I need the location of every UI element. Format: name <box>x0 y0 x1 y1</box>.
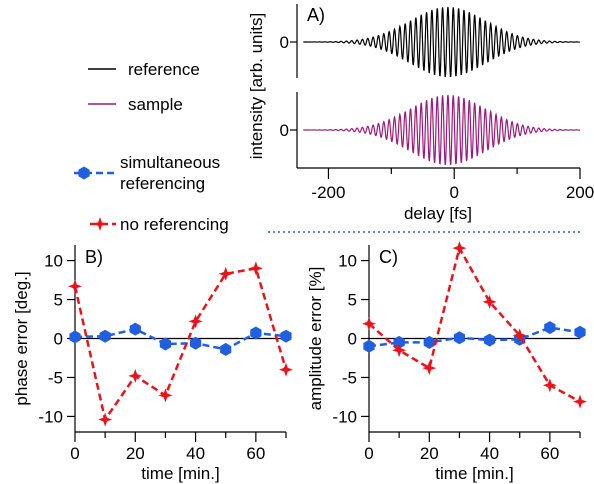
panelB-xtick-label: 60 <box>246 444 265 463</box>
panelB-point-no-referencing <box>188 314 203 329</box>
legend-label-simultaneous-line1: simultaneous <box>120 153 220 172</box>
panelA-xtick-label: 200 <box>566 183 594 202</box>
panelC-point-simultaneous <box>453 331 466 345</box>
panelB-ytick-label: 5 <box>54 291 63 310</box>
panelC-ytick-label: 5 <box>348 291 357 310</box>
panelC-xtick-label: 0 <box>364 444 373 463</box>
panelB-xtick-label: 20 <box>126 444 145 463</box>
panelC-ytick-label: 10 <box>338 252 357 271</box>
panelC-point-no-referencing <box>512 328 527 343</box>
panelC-point-simultaneous <box>393 335 405 349</box>
panelB-point-no-referencing <box>279 362 293 377</box>
panelB-panel-label: B) <box>85 247 103 267</box>
panelA-waveform-reference <box>303 6 581 77</box>
panelB-ytick-label: 10 <box>44 252 63 271</box>
panelB-point-simultaneous <box>99 329 111 343</box>
panelA-xtick-label: 0 <box>449 183 458 202</box>
panelC-point-no-referencing <box>482 294 497 309</box>
panelC-point-no-referencing <box>362 316 376 331</box>
panelB-xtick-label: 40 <box>186 444 205 463</box>
panelB-point-no-referencing <box>98 412 113 427</box>
panelB-point-simultaneous <box>159 337 172 351</box>
panelA-xtick-label: -200 <box>311 183 345 202</box>
panelB-ylabel: phase error [deg.] <box>12 271 31 405</box>
panelB-point-simultaneous <box>129 322 141 336</box>
panelB-point-no-referencing <box>68 279 82 294</box>
panelC-panel-label: C) <box>379 247 398 267</box>
panelC-ytick-label: 0 <box>348 330 357 349</box>
panelC-point-no-referencing <box>392 343 407 358</box>
panelB-ytick-label: -10 <box>38 407 63 426</box>
panelA-waveform-sample <box>303 94 581 165</box>
panelC-ytick-label: -5 <box>342 368 357 387</box>
panelC-xtick-label: 40 <box>480 444 499 463</box>
panelC-point-simultaneous <box>363 339 375 353</box>
legend-label-sample: sample <box>128 95 183 114</box>
legend-label-reference: reference <box>128 60 200 79</box>
panelC-xtick-label: 20 <box>420 444 439 463</box>
panelA-bottom-ytick-label: 0 <box>280 121 289 140</box>
panelB-ytick-label: -5 <box>48 368 63 387</box>
legend-label-simultaneous-line2: referencing <box>120 174 205 193</box>
legend-marker-simultaneous <box>78 166 90 180</box>
panelB-point-no-referencing <box>218 266 233 281</box>
panelA-top-ytick-label: 0 <box>280 33 289 52</box>
panelC-point-simultaneous <box>483 333 496 347</box>
panelC-xlabel: time [min.] <box>435 464 513 483</box>
panelC-ytick-label: -10 <box>332 407 357 426</box>
panelB-point-simultaneous <box>69 330 81 344</box>
panelB-ytick-label: 0 <box>54 330 63 349</box>
panelB-point-no-referencing <box>128 368 143 383</box>
panelC-point-simultaneous <box>423 335 435 349</box>
panelA-label: A) <box>307 5 325 25</box>
panelC-point-no-referencing <box>542 378 557 393</box>
panelC-point-no-referencing <box>422 361 437 376</box>
panelA-ylabel: intensity [arb. units] <box>247 13 266 159</box>
panelB-xlabel: time [min.] <box>141 464 219 483</box>
panelC-point-simultaneous <box>544 321 556 335</box>
panelB-point-simultaneous <box>250 326 262 340</box>
panelC-ylabel: amplitude error [%] <box>306 267 325 411</box>
panelB-point-simultaneous <box>220 342 232 356</box>
panelC-line-no-referencing <box>368 244 581 403</box>
panelB-xtick-label: 0 <box>70 444 79 463</box>
panelC-point-no-referencing <box>573 394 587 409</box>
panelC-point-no-referencing <box>452 241 467 256</box>
legend-label-no-referencing: no referencing <box>120 215 229 234</box>
panelB-point-simultaneous <box>189 336 202 350</box>
panelC-point-simultaneous <box>574 325 586 339</box>
panelB-point-simultaneous <box>280 329 292 343</box>
panelA-xlabel: delay [fs] <box>404 204 472 223</box>
panelC-xtick-label: 60 <box>540 444 559 463</box>
panelB-point-no-referencing <box>248 261 263 276</box>
panelB-point-no-referencing <box>158 388 173 403</box>
legend-marker-no-referencing <box>93 217 107 231</box>
panelB-line-no-referencing <box>73 266 288 423</box>
